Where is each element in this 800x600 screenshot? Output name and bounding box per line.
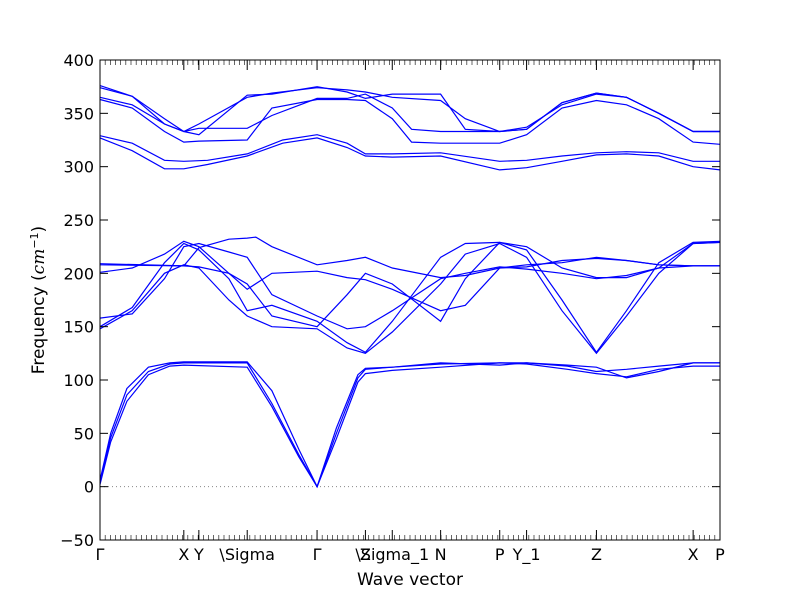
band-line-11	[99, 134, 720, 162]
band-line-10	[99, 137, 721, 171]
y-tick-label: 350	[63, 104, 94, 123]
y-tick-label: 50	[74, 424, 94, 443]
band-line-15	[99, 85, 720, 136]
x-tick-label: Z	[360, 545, 371, 564]
x-tick-label: Z	[591, 545, 602, 564]
x-axis-label: Wave vector	[357, 570, 463, 590]
band-line-9	[99, 236, 720, 279]
y-tick-label: 200	[63, 264, 94, 283]
x-tick-label: Γ	[96, 545, 105, 564]
x-tick-label: N	[435, 545, 447, 564]
y-tick-label: −50	[60, 531, 94, 550]
band-line-7	[99, 240, 720, 312]
y-tick-label: 150	[63, 318, 94, 337]
y-axis-label-close: )	[29, 226, 49, 233]
y-axis-label-text: Frequency (	[29, 274, 49, 374]
x-tick-label: P	[495, 545, 505, 564]
band-line-2	[99, 362, 720, 489]
band-line-13	[99, 93, 720, 133]
plot-frame	[99, 59, 721, 541]
band-line-1	[99, 362, 720, 489]
x-tick-label: Γ	[313, 545, 322, 564]
x-tick-label: X	[178, 545, 189, 564]
y-tick-label: 0	[84, 478, 94, 497]
x-tick-label: \Sigma_1	[355, 545, 429, 565]
x-tick-label: P	[715, 545, 725, 564]
band-line-12	[99, 98, 721, 145]
band-line-8	[99, 241, 721, 328]
y-tick-label: 250	[63, 211, 94, 230]
band-line-3	[99, 361, 720, 489]
y-axis-label: Frequency (cm−1)	[28, 226, 50, 374]
band-line-5	[99, 240, 721, 354]
y-tick-label: 400	[63, 51, 94, 70]
y-tick-label: 100	[63, 371, 94, 390]
y-axis-label-exponent: −1	[28, 232, 41, 248]
x-tick-label: \Sigma	[219, 545, 275, 564]
y-tick-label: 300	[63, 158, 94, 177]
x-tick-label: X	[688, 545, 699, 564]
x-tick-label: Y	[193, 545, 204, 564]
y-axis-label-unit: cm	[29, 249, 49, 275]
x-tick-label: Y_1	[512, 545, 541, 565]
